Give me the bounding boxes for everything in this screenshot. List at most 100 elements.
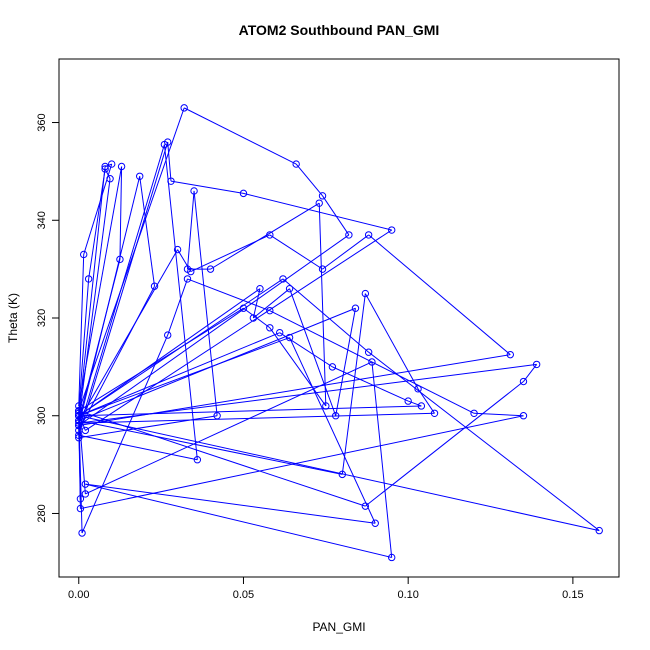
data-point <box>101 165 109 173</box>
series-segment <box>78 234 350 426</box>
data-point <box>75 421 83 430</box>
data-point <box>519 377 528 386</box>
plot-frame <box>58 58 620 578</box>
data-point <box>106 175 114 183</box>
data-point <box>75 431 83 439</box>
data-point <box>338 470 346 479</box>
x-axis-label: PAN_GMI <box>312 620 365 634</box>
data-point <box>430 409 439 417</box>
data-point <box>76 495 85 503</box>
data-point <box>361 289 370 298</box>
data-point <box>213 412 221 420</box>
data-point <box>519 412 528 420</box>
series-segment <box>81 334 169 534</box>
series-segment <box>78 307 244 412</box>
data-point <box>279 275 287 283</box>
data-point <box>322 402 330 410</box>
data-point <box>75 402 83 410</box>
data-point <box>332 412 340 420</box>
data-point <box>364 231 373 239</box>
series-segment <box>78 107 185 412</box>
x-tick-label: 0.00 <box>68 589 89 601</box>
series-segment <box>177 249 192 272</box>
data-point <box>417 402 426 410</box>
data-point <box>84 275 93 283</box>
series-layer <box>75 104 603 562</box>
data-point <box>266 324 274 332</box>
series-segment <box>289 288 337 416</box>
series-segment <box>78 420 343 475</box>
data-point <box>266 231 274 239</box>
data-point <box>193 456 202 464</box>
data-point <box>206 265 215 273</box>
series-segment <box>78 288 261 417</box>
series-segment <box>295 163 323 197</box>
series-segment <box>269 234 323 270</box>
y-tick-label: 360 <box>36 113 48 131</box>
series-segment <box>78 332 280 417</box>
data-point <box>75 412 83 420</box>
series-segment <box>78 141 169 436</box>
series-segment <box>139 176 156 287</box>
data-point <box>180 104 188 112</box>
data-point <box>183 265 192 273</box>
data-point <box>164 331 172 339</box>
series-segment <box>289 337 376 524</box>
data-point <box>81 490 90 498</box>
data-point <box>167 177 175 185</box>
series-segment <box>85 361 373 495</box>
chart-title: ATOM2 Southbound PAN_GMI <box>239 22 440 38</box>
data-point <box>371 519 379 527</box>
x-tick-label: 0.10 <box>397 589 418 601</box>
series-segment <box>78 420 81 509</box>
series-segment <box>78 434 198 461</box>
data-point <box>361 502 370 510</box>
data-point <box>108 160 116 168</box>
axes: 0.00 0.05 0.10 0.15 280 300 320 340 360 <box>36 113 584 601</box>
data-point <box>117 162 126 171</box>
data-point <box>190 187 198 195</box>
data-point <box>404 397 412 405</box>
series-segment <box>335 308 356 416</box>
data-point <box>345 231 353 239</box>
data-point <box>315 199 323 207</box>
data-point <box>101 162 109 171</box>
series-segment <box>104 168 111 179</box>
y-tick-label: 320 <box>36 309 48 327</box>
series-segment <box>78 144 165 431</box>
data-point <box>81 480 90 488</box>
series-segment <box>186 190 195 270</box>
data-point <box>414 385 422 393</box>
data-point <box>76 504 85 513</box>
series-segment <box>78 337 290 417</box>
y-axis-label: Theta (K) <box>6 293 20 343</box>
data-point <box>164 138 172 146</box>
data-point <box>75 416 83 425</box>
data-point <box>368 358 376 366</box>
data-point <box>75 434 83 442</box>
series-segment <box>368 234 511 356</box>
y-tick-label: 300 <box>36 407 48 425</box>
data-point <box>364 348 373 356</box>
data-point <box>75 419 83 427</box>
x-tick-label: 0.15 <box>562 589 583 601</box>
series-segment <box>252 288 261 319</box>
series-segment <box>269 327 327 407</box>
series-segment <box>78 278 284 417</box>
data-point <box>318 192 327 200</box>
series-segment <box>78 249 179 421</box>
series-segment <box>78 278 90 411</box>
series-segment <box>341 293 366 475</box>
series-segment <box>368 351 600 531</box>
data-point <box>470 409 478 417</box>
data-point <box>256 284 264 293</box>
data-point <box>239 189 248 198</box>
series-segment <box>78 178 111 421</box>
series-segment <box>85 483 376 524</box>
data-point <box>150 282 159 290</box>
series-segment <box>80 415 524 510</box>
series-segment <box>371 361 393 558</box>
series-segment <box>253 288 290 319</box>
data-point <box>595 526 603 535</box>
series-segment <box>187 278 271 312</box>
